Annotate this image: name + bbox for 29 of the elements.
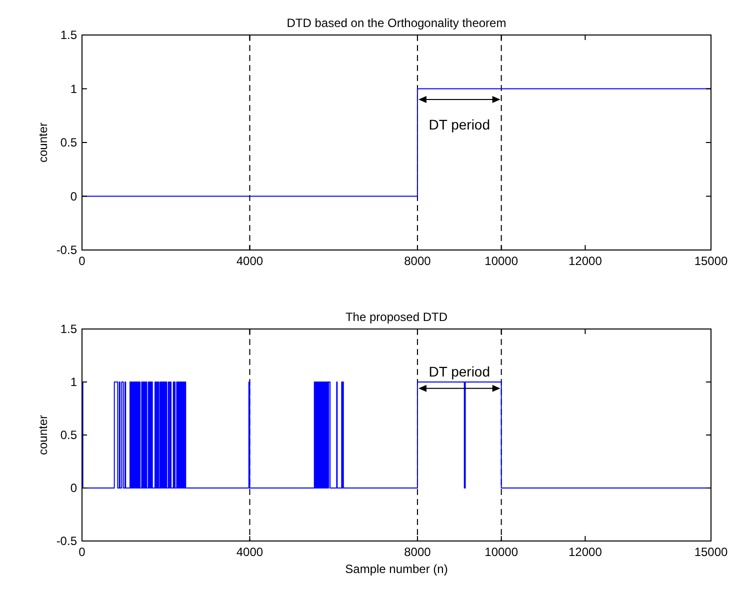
y-axis-title: counter bbox=[36, 414, 50, 456]
x-tick-label: 10000 bbox=[484, 545, 518, 559]
x-tick-label: 12000 bbox=[568, 254, 602, 268]
x-tick-label: 15000 bbox=[694, 254, 728, 268]
x-tick-label: 15000 bbox=[694, 545, 728, 559]
x-tick-label: 4000 bbox=[236, 545, 264, 559]
y-tick-label: -0.5 bbox=[56, 534, 78, 548]
x-tick-label: 0 bbox=[78, 254, 86, 268]
y-tick-label: 1 bbox=[70, 82, 78, 96]
x-tick-label: 4000 bbox=[236, 254, 264, 268]
chart-title: The proposed DTD bbox=[345, 310, 448, 324]
x-tick-label: 8000 bbox=[404, 254, 432, 268]
x-tick-label: 10000 bbox=[484, 254, 518, 268]
y-tick-label: 1.5 bbox=[60, 28, 78, 42]
x-tick-label: 8000 bbox=[404, 545, 432, 559]
y-tick-label: 1 bbox=[70, 375, 78, 389]
y-tick-label: 0.5 bbox=[60, 136, 78, 150]
annotation: DT period bbox=[428, 116, 490, 132]
y-tick-label: 0 bbox=[70, 481, 78, 495]
y-tick-label: -0.5 bbox=[56, 243, 78, 257]
y-tick-label: 0 bbox=[70, 189, 78, 204]
y-tick-label: 0.5 bbox=[60, 428, 78, 442]
chart-title: DTD based on the Orthogonality theorem bbox=[286, 16, 506, 30]
y-tick-label: 1.5 bbox=[60, 322, 78, 336]
annotation: DT period bbox=[428, 363, 490, 380]
x-tick-label: 0 bbox=[78, 545, 86, 559]
x-tick-label: 12000 bbox=[568, 545, 602, 559]
x-axis-title: Sample number (n) bbox=[345, 562, 448, 576]
y-axis-title: counter bbox=[36, 122, 50, 163]
